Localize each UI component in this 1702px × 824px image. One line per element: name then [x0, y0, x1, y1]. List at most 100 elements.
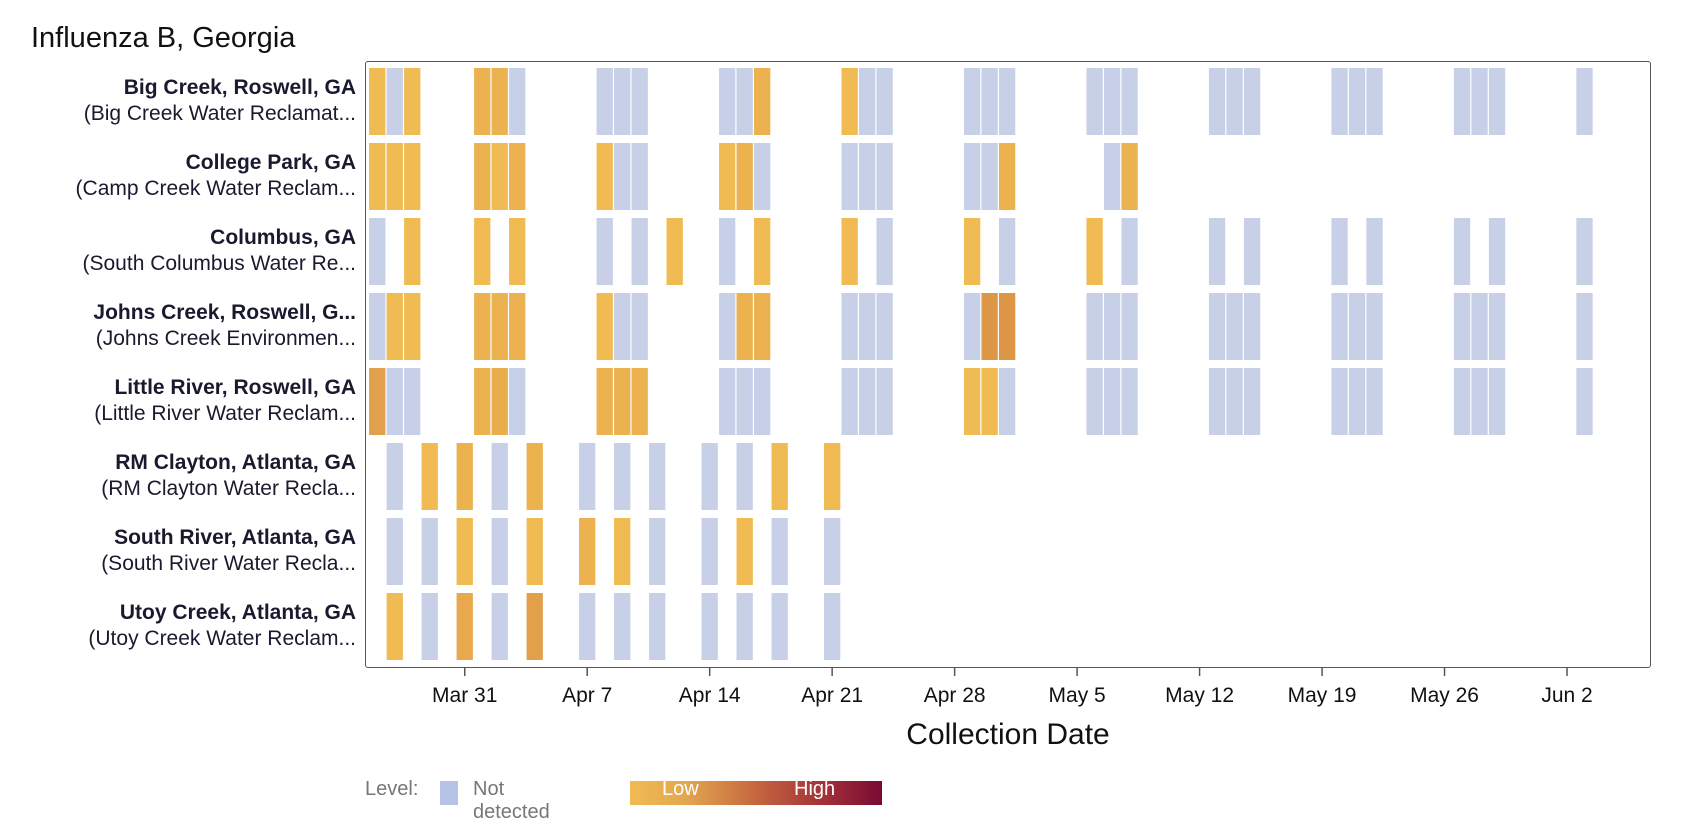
cell-detected [491, 143, 508, 210]
x-tick-label: May 19 [1288, 684, 1357, 707]
cell-detected [841, 218, 858, 285]
row-site-name: Utoy Creek, Atlanta, GA [119, 601, 356, 624]
cell-detected [998, 293, 1016, 360]
cell-detected [474, 218, 491, 285]
x-tick-label: Apr 14 [679, 684, 741, 707]
cell-detected [614, 368, 631, 435]
cell-not-detected [1471, 368, 1488, 435]
cell-not-detected [1121, 293, 1138, 360]
cell-detected [386, 293, 403, 360]
cell-not-detected [963, 293, 981, 360]
cell-detected [754, 293, 771, 360]
cell-detected [998, 143, 1016, 210]
legend-not-detected-swatch [440, 781, 458, 805]
cell-not-detected [579, 443, 596, 510]
cell-not-detected [701, 593, 718, 660]
cell-not-detected [1488, 218, 1506, 285]
row-site-name: Johns Creek, Roswell, G... [93, 301, 356, 324]
cell-detected [491, 293, 508, 360]
cell-not-detected [824, 518, 841, 585]
cell-not-detected [1208, 293, 1226, 360]
cell-not-detected [491, 593, 508, 660]
cell-not-detected [1086, 293, 1103, 360]
cell-detected [614, 518, 631, 585]
cell-not-detected [631, 293, 648, 360]
cell-not-detected [876, 218, 893, 285]
row-label: Little River, Roswell, GA (Little River W… [94, 375, 356, 427]
cell-detected [369, 143, 386, 210]
cell-not-detected [859, 68, 876, 135]
x-tick-label: Apr 28 [924, 684, 986, 707]
cell-not-detected [614, 593, 631, 660]
cell-not-detected [631, 143, 648, 210]
cell-not-detected [1348, 68, 1366, 135]
cell-detected [841, 68, 858, 135]
cell-not-detected [1348, 368, 1366, 435]
cell-detected [596, 143, 613, 210]
x-tick-label: May 5 [1049, 684, 1106, 707]
cell-detected [596, 293, 613, 360]
cell-not-detected [1226, 293, 1243, 360]
cell-not-detected [771, 518, 788, 585]
cell-detected [404, 143, 421, 210]
cell-not-detected [614, 143, 631, 210]
cell-detected [736, 518, 753, 585]
cell-detected [404, 293, 421, 360]
cell-not-detected [1576, 68, 1593, 135]
chart-title: Influenza B, Georgia [31, 22, 296, 54]
cell-not-detected [1331, 218, 1348, 285]
cell-not-detected [963, 143, 981, 210]
legend-low-label: Low [662, 778, 699, 800]
cell-not-detected [876, 293, 893, 360]
cell-not-detected [1331, 293, 1348, 360]
row-label: Johns Creek, Roswell, G... (Johns Creek E… [93, 300, 356, 352]
cell-not-detected [1366, 218, 1383, 285]
cell-not-detected [876, 368, 893, 435]
cell-not-detected [736, 368, 753, 435]
cell-not-detected [719, 68, 736, 135]
cell-not-detected [1453, 68, 1471, 135]
cell-not-detected [1086, 68, 1103, 135]
cell-detected [771, 443, 788, 510]
cell-not-detected [859, 293, 876, 360]
x-tick-label: Jun 2 [1541, 684, 1592, 707]
cell-detected [754, 218, 771, 285]
cell-not-detected [876, 143, 893, 210]
cell-not-detected [404, 368, 421, 435]
cell-not-detected [1471, 293, 1488, 360]
cell-not-detected [1121, 218, 1138, 285]
cell-not-detected [841, 143, 858, 210]
cell-not-detected [1208, 68, 1226, 135]
legend-gradient [630, 781, 882, 805]
cell-not-detected [1103, 68, 1121, 135]
cell-detected [369, 368, 386, 435]
cell-not-detected [859, 143, 876, 210]
cell-detected [754, 68, 771, 135]
cell-not-detected [596, 68, 613, 135]
cell-not-detected [649, 518, 666, 585]
x-tick-label: Apr 21 [801, 684, 863, 707]
cell-not-detected [596, 218, 613, 285]
row-plant-name: (South Columbus Water Re... [82, 252, 357, 275]
cell-not-detected [963, 68, 981, 135]
cell-not-detected [1488, 293, 1506, 360]
cell-not-detected [649, 593, 666, 660]
cell-not-detected [421, 518, 438, 585]
plot-area [365, 61, 1651, 668]
cell-not-detected [1453, 293, 1471, 360]
cell-not-detected [386, 368, 403, 435]
cell-detected [579, 518, 596, 585]
cell-not-detected [771, 593, 788, 660]
cell-not-detected [1331, 68, 1348, 135]
row-label: Big Creek, Roswell, GA (Big Creek Water R… [84, 75, 356, 127]
cell-not-detected [841, 293, 858, 360]
legend-high-label: High [794, 778, 836, 800]
cell-not-detected [1331, 368, 1348, 435]
cell-detected [509, 143, 526, 210]
cell-not-detected [509, 68, 526, 135]
cell-detected [666, 218, 683, 285]
cell-not-detected [1243, 293, 1261, 360]
cell-not-detected [1488, 68, 1506, 135]
cell-not-detected [1576, 293, 1593, 360]
